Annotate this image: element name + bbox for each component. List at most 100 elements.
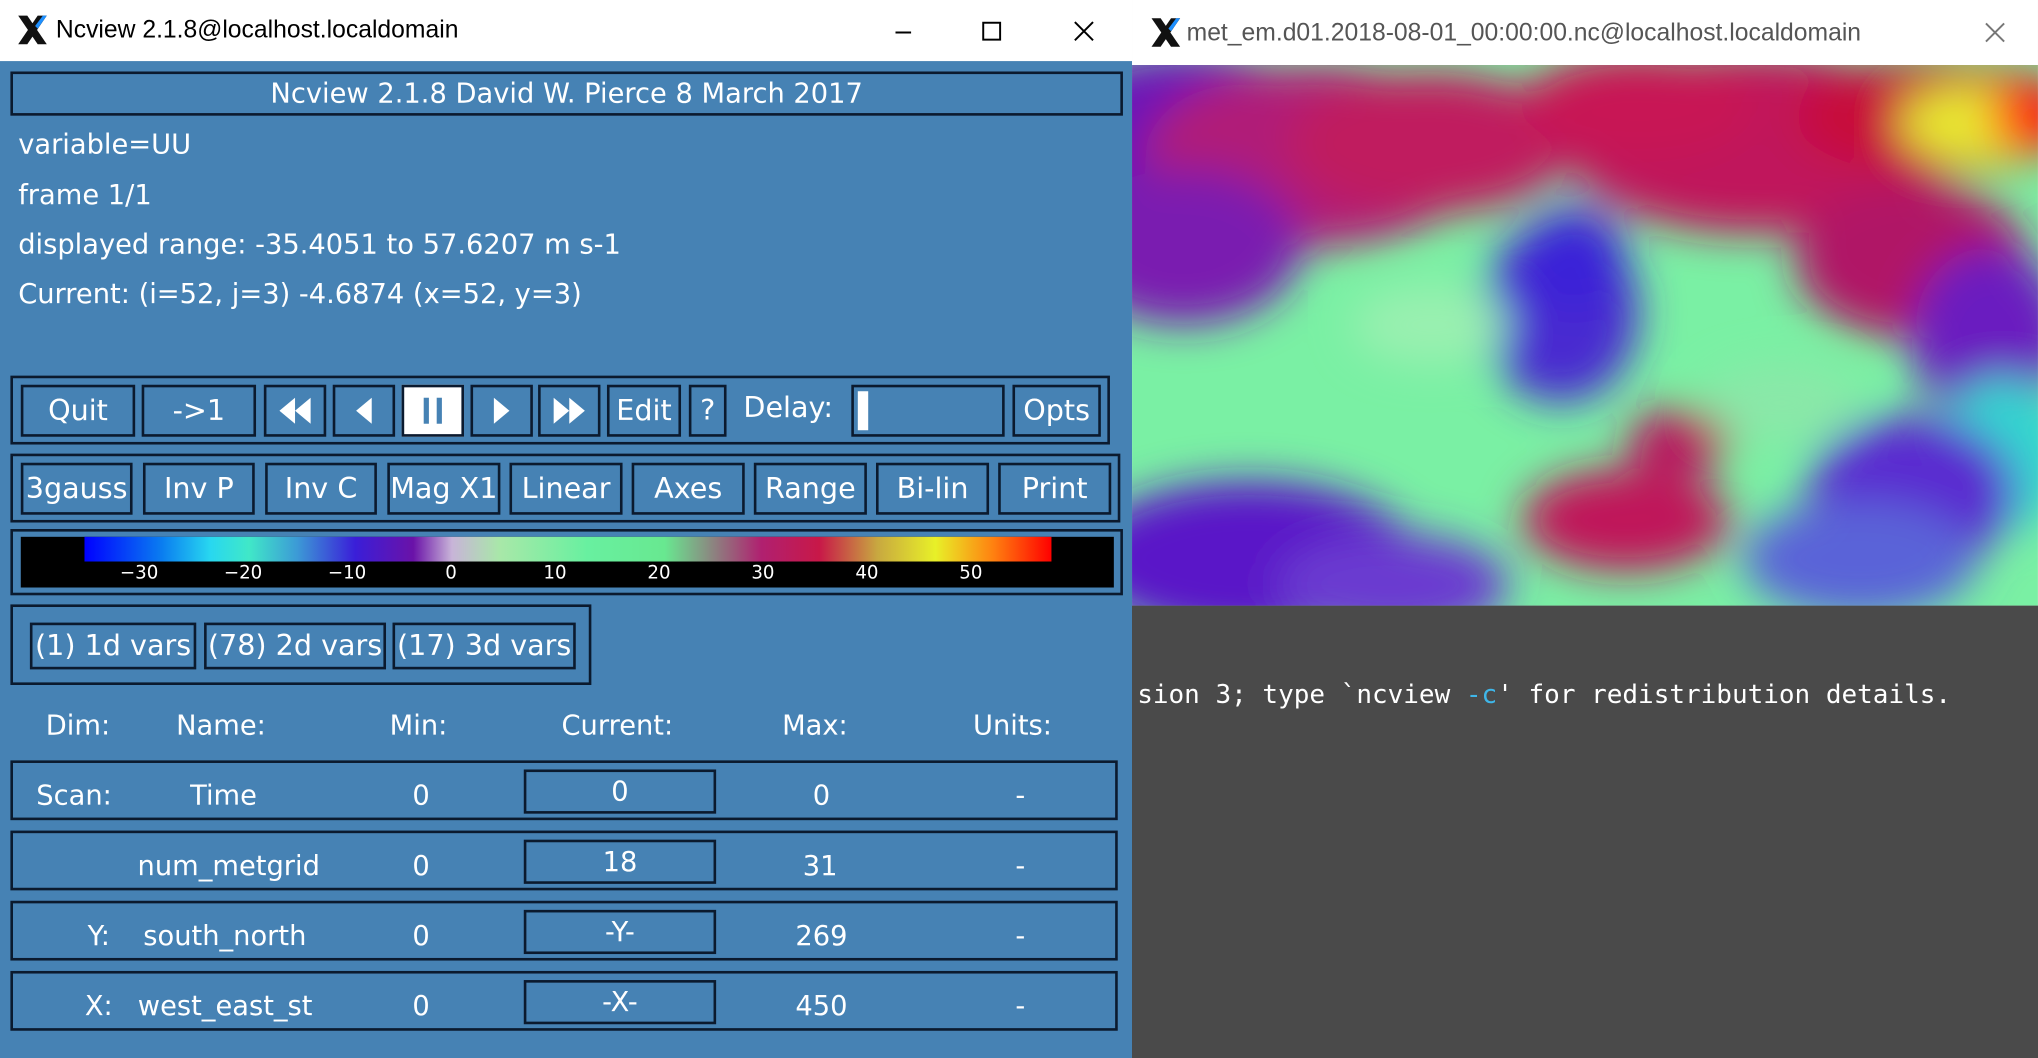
opts-button[interactable]: Opts bbox=[1012, 384, 1101, 437]
restart-button[interactable]: ->1 bbox=[141, 384, 257, 437]
pause-button[interactable] bbox=[401, 384, 464, 437]
print-button[interactable]: Print bbox=[998, 462, 1112, 515]
image-titlebar[interactable]: met_em.d01.2018-08-01_00:00:00.nc@localh… bbox=[1132, 0, 2038, 65]
delay-slider[interactable] bbox=[851, 384, 1005, 437]
image-close-button[interactable] bbox=[1956, 0, 2034, 65]
fast-forward-icon bbox=[553, 397, 585, 424]
help-button[interactable]: ? bbox=[688, 384, 727, 437]
delay-label: Delay: bbox=[743, 392, 833, 426]
data-plot-canvas[interactable] bbox=[1132, 64, 2038, 606]
dim-units: - bbox=[1015, 990, 1026, 1022]
dim-max: 0 bbox=[812, 779, 831, 812]
range-label: displayed range: -35.4051 to 57.6207 m s… bbox=[18, 228, 621, 260]
colorbar-tick: −30 bbox=[119, 562, 159, 584]
close-button[interactable] bbox=[1040, 0, 1128, 61]
terminal-option-text: -c bbox=[1465, 678, 1498, 710]
min-header: Min: bbox=[389, 709, 448, 741]
fast-backward-icon bbox=[279, 397, 311, 424]
1d-vars-button[interactable]: (1) 1d vars bbox=[29, 622, 197, 670]
fast-forward-button[interactable] bbox=[538, 384, 601, 437]
dim-label[interactable]: Y: bbox=[87, 920, 110, 952]
colorbar-gradient bbox=[84, 536, 1052, 562]
max-header: Max: bbox=[782, 709, 848, 741]
frame-label: frame 1/1 bbox=[18, 179, 152, 211]
dim-current-field[interactable]: -X- bbox=[523, 980, 717, 1025]
linear-button[interactable]: Linear bbox=[509, 462, 623, 515]
dim-header: Dim: bbox=[45, 709, 111, 741]
dim-max: 450 bbox=[795, 990, 848, 1022]
dim-row-num-metgrid: num_metgrid 0 18 31 - bbox=[10, 830, 1118, 891]
units-header: Units: bbox=[972, 709, 1052, 741]
quit-button[interactable]: Quit bbox=[20, 384, 136, 437]
delay-slider-thumb[interactable] bbox=[857, 391, 869, 431]
dim-name: west_east_st bbox=[137, 990, 313, 1022]
3d-vars-button[interactable]: (17) 3d vars bbox=[392, 622, 576, 670]
maximize-icon bbox=[982, 21, 1002, 40]
mag-x1-button[interactable]: Mag X1 bbox=[387, 462, 501, 515]
dim-min: 0 bbox=[412, 920, 430, 952]
dim-min: 0 bbox=[412, 990, 430, 1022]
minimize-button[interactable] bbox=[859, 0, 947, 61]
colorbar-tick: 10 bbox=[543, 562, 567, 584]
bi-lin-button[interactable]: Bi-lin bbox=[875, 462, 990, 515]
step-backward-icon bbox=[356, 397, 372, 424]
terminal-text: ' for redistribution details. bbox=[1497, 678, 1952, 710]
dim-min: 0 bbox=[412, 779, 430, 812]
dim-current-field[interactable]: 0 bbox=[523, 769, 717, 814]
inv-p-button[interactable]: Inv P bbox=[142, 462, 255, 515]
colorbar-tick: 40 bbox=[855, 562, 879, 584]
dim-name: Time bbox=[190, 779, 257, 812]
dim-row-west-east: X: west_east_st 0 -X- 450 - bbox=[10, 970, 1118, 1031]
dim-row-south-north: Y: south_north 0 -Y- 269 - bbox=[10, 900, 1118, 961]
dim-row-time: Scan: Time 0 0 0 - bbox=[10, 760, 1118, 821]
close-icon bbox=[1985, 22, 2005, 43]
x-logo-icon bbox=[18, 15, 47, 45]
dim-min: 0 bbox=[412, 850, 430, 882]
dim-name: south_north bbox=[143, 920, 307, 952]
terminal-text: sion 3; type `ncview bbox=[1137, 678, 1466, 710]
dim-units: - bbox=[1015, 779, 1026, 812]
axes-button[interactable]: Axes bbox=[631, 462, 745, 515]
colorbar-panel: −30 −20 −10 0 10 20 30 40 50 bbox=[10, 529, 1123, 596]
control-toolbar: Quit ->1 Edit ? Delay: Opts bbox=[10, 375, 1110, 445]
range-button[interactable]: Range bbox=[753, 462, 867, 515]
dim-units: - bbox=[1015, 850, 1026, 882]
image-window: met_em.d01.2018-08-01_00:00:00.nc@localh… bbox=[1132, 0, 2038, 606]
terminal-background[interactable]: sion 3; type `ncview -c' for redistribut… bbox=[1132, 605, 2038, 1058]
variable-label: variable=UU bbox=[18, 128, 192, 160]
step-forward-icon bbox=[493, 397, 510, 424]
banner: Ncview 2.1.8 David W. Pierce 8 March 201… bbox=[10, 71, 1123, 116]
ncview-window: Ncview 2.1.8@localhost.localdomain Ncvie… bbox=[0, 0, 1133, 1058]
dim-label[interactable]: Scan: bbox=[36, 779, 112, 812]
dim-max: 31 bbox=[802, 850, 838, 882]
dim-max: 269 bbox=[795, 920, 848, 952]
dim-label[interactable]: X: bbox=[84, 990, 113, 1022]
current-value-label: Current: (i=52, j=3) -4.6874 (x=52, y=3) bbox=[18, 278, 582, 310]
colorbar-tick: 20 bbox=[647, 562, 671, 584]
name-header: Name: bbox=[176, 709, 266, 741]
minimize-icon bbox=[895, 30, 912, 33]
colorbar-tick: −10 bbox=[327, 562, 367, 584]
step-backward-button[interactable] bbox=[332, 384, 396, 437]
3gauss-button[interactable]: 3gauss bbox=[20, 462, 133, 515]
colorbar-tick: 0 bbox=[445, 562, 457, 584]
pause-icon bbox=[423, 397, 442, 424]
dim-current-field[interactable]: -Y- bbox=[523, 909, 717, 955]
current-header: Current: bbox=[561, 709, 674, 741]
dim-current-field[interactable]: 18 bbox=[523, 839, 717, 884]
window-title: Ncview 2.1.8@localhost.localdomain bbox=[55, 16, 459, 45]
dim-units: - bbox=[1015, 920, 1026, 952]
2d-vars-button[interactable]: (78) 2d vars bbox=[204, 622, 387, 670]
close-icon bbox=[1074, 20, 1094, 41]
maximize-button[interactable] bbox=[947, 0, 1035, 61]
fast-backward-button[interactable] bbox=[263, 384, 327, 437]
image-window-title: met_em.d01.2018-08-01_00:00:00.nc@localh… bbox=[1186, 19, 1862, 47]
inv-c-button[interactable]: Inv C bbox=[265, 462, 377, 515]
edit-button[interactable]: Edit bbox=[606, 384, 682, 437]
colorbar-tick: −20 bbox=[223, 562, 263, 584]
step-forward-button[interactable] bbox=[470, 384, 533, 437]
colorbar-tick: 50 bbox=[959, 562, 983, 584]
terminal-line: sion 3; type `ncview -c' for redistribut… bbox=[1137, 678, 1951, 709]
ncview-titlebar[interactable]: Ncview 2.1.8@localhost.localdomain bbox=[0, 0, 1133, 62]
variable-groups-panel: (1) 1d vars (78) 2d vars (17) 3d vars bbox=[10, 604, 592, 685]
